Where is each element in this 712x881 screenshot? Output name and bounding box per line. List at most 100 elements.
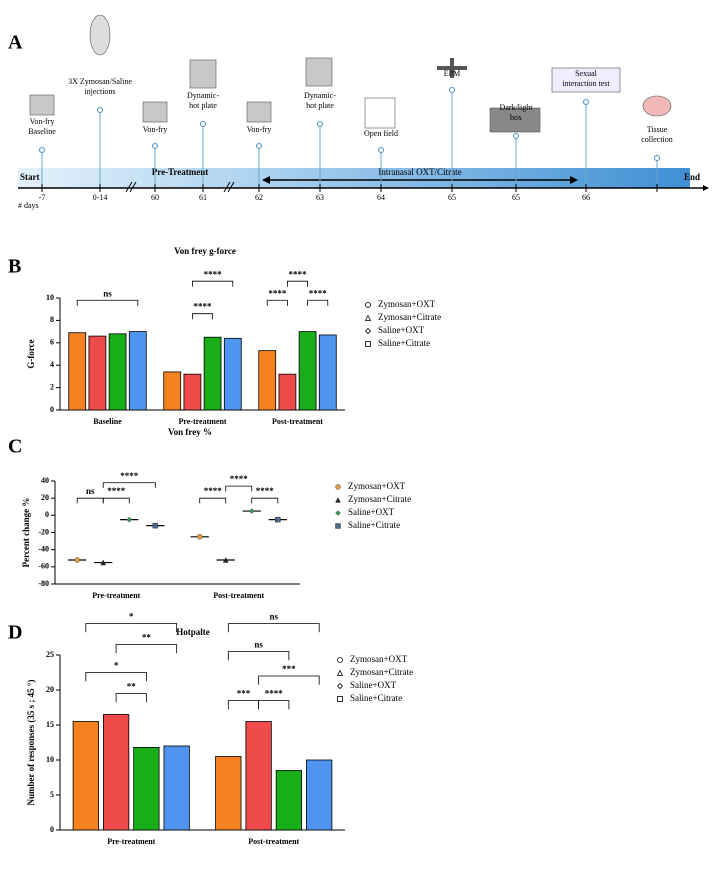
- event-dot: [200, 121, 206, 127]
- x-tick-label: Pre-treatment: [92, 591, 140, 600]
- bar: [215, 756, 242, 831]
- marker: [100, 559, 107, 566]
- bar: [72, 721, 99, 831]
- legend-label: Zymosan+Citrate: [350, 667, 413, 677]
- event-dot: [256, 143, 262, 149]
- break-mark: [223, 181, 231, 193]
- icon: [189, 59, 217, 89]
- event-label: Dynamic-: [187, 91, 219, 100]
- bar: [183, 373, 202, 411]
- y-axis-title: Number of responses (35 s ; 45 °): [26, 679, 36, 805]
- event-label: Tissue: [647, 125, 668, 134]
- bar: [245, 721, 272, 831]
- event-label: collection: [641, 135, 673, 144]
- y-tick-label: 20: [46, 685, 54, 694]
- significance-label: ****: [256, 486, 275, 496]
- event-dot: [449, 87, 455, 93]
- significance-bracket: [115, 644, 178, 654]
- bar: [133, 747, 160, 831]
- break-mark: [129, 181, 137, 193]
- bar: [68, 332, 87, 411]
- bar: [278, 373, 297, 411]
- day-label: -7: [39, 193, 46, 202]
- panel-label: B: [8, 256, 21, 278]
- event-label: box: [510, 113, 522, 122]
- significance-bracket: [76, 299, 139, 306]
- event-label: Dynamic-: [304, 91, 336, 100]
- x-tick-label: Baseline: [93, 417, 122, 426]
- marker: [248, 508, 255, 514]
- y-axis-title: Percent change %: [21, 498, 31, 568]
- timeline-end: End: [684, 172, 700, 182]
- chart-title: Von frey g-force: [174, 246, 236, 256]
- phase-label: Pre-Treatment: [152, 167, 208, 177]
- marker: [337, 657, 343, 663]
- significance-label: ns: [254, 640, 263, 650]
- day-label: 64: [377, 193, 385, 202]
- icon: [305, 57, 333, 87]
- icon: [642, 95, 672, 117]
- legend-label: Zymosan+OXT: [348, 481, 406, 491]
- marker: [337, 696, 343, 702]
- x-tick-label: Pre-treatment: [178, 417, 226, 426]
- marker: [222, 556, 229, 563]
- significance-bracket: [225, 485, 253, 492]
- marker: [335, 484, 341, 490]
- break-mark: [227, 181, 235, 193]
- significance-label: *: [129, 612, 134, 622]
- event-label: Baseline: [28, 127, 56, 136]
- event-label: Von-fry: [247, 125, 272, 134]
- legend-label: Saline+OXT: [348, 507, 395, 517]
- icon: [142, 101, 168, 123]
- y-tick-label: 6: [50, 338, 54, 347]
- y-tick-label: 10: [46, 755, 54, 764]
- significance-bracket: [227, 651, 290, 661]
- significance-label: ****: [265, 689, 284, 699]
- y-tick-label: 0: [50, 825, 54, 834]
- significance-bracket: [192, 313, 213, 320]
- marker: [336, 669, 344, 676]
- marker: [126, 516, 133, 523]
- significance-bracket: [192, 280, 234, 287]
- y-tick-label: 25: [46, 650, 54, 659]
- timeline-arrow: [703, 185, 709, 191]
- day-label: 62: [255, 193, 263, 202]
- event-label: injections: [84, 87, 115, 96]
- day-label: 0-14: [93, 193, 108, 202]
- bar: [203, 336, 222, 411]
- timeline-start: Start: [20, 172, 40, 182]
- significance-label: **: [127, 682, 137, 692]
- y-tick-label: 2: [50, 382, 54, 391]
- significance-label: ****: [268, 288, 287, 298]
- icon: [489, 107, 541, 133]
- bar: [275, 770, 303, 831]
- event-label: Dark/light: [500, 103, 534, 112]
- significance-label: ****: [204, 269, 223, 279]
- day-label: 61: [199, 193, 207, 202]
- significance-bracket: [199, 497, 227, 504]
- significance-bracket: [102, 497, 130, 504]
- y-tick-label: 10: [46, 293, 54, 302]
- event-dot: [583, 99, 589, 105]
- event-dot: [317, 121, 323, 127]
- legend-label: Saline+Citrate: [350, 693, 402, 703]
- event-dot: [39, 147, 45, 153]
- event-dot: [654, 155, 660, 161]
- icon: [89, 14, 111, 56]
- significance-bracket: [76, 497, 104, 504]
- significance-bracket: [266, 299, 288, 306]
- significance-bracket: [85, 672, 147, 682]
- event-dot: [378, 147, 384, 153]
- event-dot: [152, 143, 158, 149]
- marker: [196, 534, 203, 540]
- icon: [364, 97, 396, 129]
- marker: [364, 327, 372, 335]
- event-label: 3X Zymosan/Saline: [68, 77, 132, 86]
- significance-bracket: [287, 280, 308, 287]
- legend-label: Zymosan+Citrate: [378, 312, 441, 322]
- day-label: 60: [151, 193, 159, 202]
- phase-label: Intranasal OXT/Citrate: [378, 167, 461, 177]
- event-label: interaction test: [562, 79, 610, 88]
- chart-title: Von frey %: [168, 427, 212, 437]
- bar: [128, 331, 147, 411]
